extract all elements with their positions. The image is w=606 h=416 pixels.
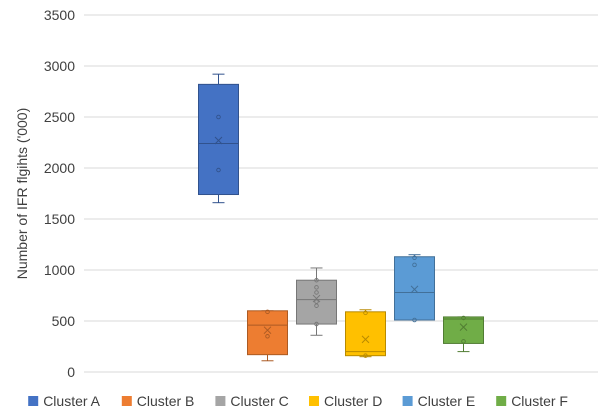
y-tick-label: 500 <box>52 313 76 329</box>
box-iqr <box>394 256 435 321</box>
mean-marker <box>410 285 419 294</box>
y-tick-label: 1000 <box>44 262 75 278</box>
legend-label: Cluster F <box>511 393 568 409</box>
y-axis-label: Number of IFR flgihts ('000) <box>14 108 30 280</box>
y-tick-label: 2500 <box>44 109 75 125</box>
box-cluster-a <box>198 73 239 204</box>
data-point <box>265 334 270 339</box>
mean-marker <box>263 326 272 335</box>
box-cluster-d <box>345 309 386 358</box>
y-axis: 0 500 1000 1500 2000 2500 3000 3500 <box>44 7 75 380</box>
legend-label: Cluster A <box>43 393 100 409</box>
legend-swatch <box>121 396 132 406</box>
legend-swatch <box>309 396 319 406</box>
legend: Cluster A Cluster B Cluster C Cluster D Clus… <box>28 393 568 409</box>
y-tick-label: 3500 <box>44 7 75 23</box>
y-tick-label: 2000 <box>44 160 75 176</box>
legend-item-cluster-d: Cluster D <box>309 393 382 409</box>
legend-swatch <box>28 396 39 406</box>
box-iqr <box>247 310 288 356</box>
data-point <box>314 290 319 295</box>
y-tick-label: 0 <box>67 364 75 380</box>
box-cluster-c <box>296 267 337 336</box>
y-tick-label: 3000 <box>44 58 75 74</box>
data-point <box>314 277 319 283</box>
mean-marker <box>312 294 321 303</box>
data-point <box>461 315 466 321</box>
data-point <box>412 262 417 268</box>
y-tick-label: 1500 <box>44 211 75 227</box>
legend-label: Cluster C <box>230 393 288 409</box>
legend-item-cluster-c: Cluster C <box>215 393 289 409</box>
box-iqr <box>296 279 337 325</box>
mean-marker <box>214 136 223 145</box>
legend-item-cluster-b: Cluster B <box>121 393 195 409</box>
data-point <box>216 114 221 120</box>
legend-item-cluster-e: Cluster E <box>402 393 476 409</box>
gridlines <box>84 14 598 373</box>
box-cluster-b <box>247 309 288 362</box>
data-point <box>412 255 417 261</box>
box-iqr <box>198 83 239 196</box>
legend-swatch <box>402 396 413 406</box>
box-cluster-e <box>394 254 435 323</box>
data-point <box>314 299 319 304</box>
data-point <box>363 310 368 316</box>
legend-item-cluster-f: Cluster F <box>496 393 568 409</box>
box-cluster-f <box>443 315 484 353</box>
data-point <box>216 167 221 173</box>
legend-label: Cluster B <box>137 393 195 409</box>
data-point <box>461 339 466 344</box>
box-iqr <box>345 311 386 357</box>
mean-marker <box>361 335 370 344</box>
data-point <box>314 321 319 327</box>
data-point <box>265 309 270 315</box>
data-point <box>412 317 417 323</box>
mean-marker <box>459 323 468 331</box>
data-point <box>314 303 319 308</box>
legend-swatch <box>215 396 226 406</box>
legend-item-cluster-a: Cluster A <box>28 393 101 409</box>
data-point <box>314 285 319 290</box>
box-series <box>198 73 484 362</box>
legend-label: Cluster E <box>418 393 476 409</box>
data-point <box>363 353 368 358</box>
legend-swatch <box>496 396 507 406</box>
legend-label: Cluster D <box>324 393 382 409</box>
